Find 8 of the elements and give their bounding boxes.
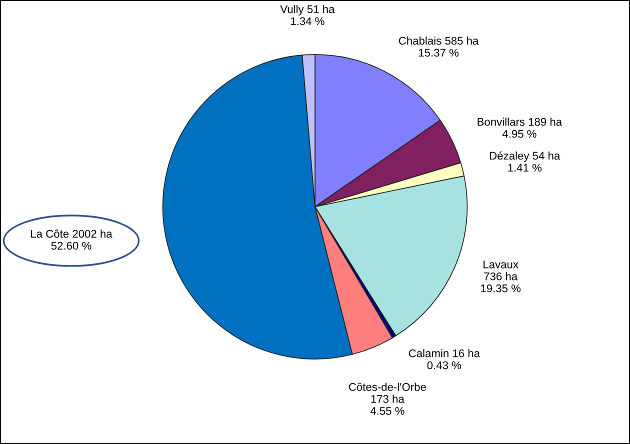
- slice-label: Bonvillars 189 ha 4.95 %: [478, 118, 562, 138]
- slice-label: La Côte 2002 ha 52.60 %: [31, 230, 112, 250]
- slice-label: Dézaley 54 ha 1.41 %: [490, 151, 560, 172]
- slice-label: Lavaux 736 ha 19.35 %: [481, 260, 521, 292]
- slice-label: Côtes-de-l'Orbe 173 ha 4.55 %: [348, 382, 426, 415]
- slice-label: Vully 51 ha 1.34 %: [280, 4, 335, 26]
- slice-label: Calamin 16 ha 0.43 %: [408, 349, 480, 370]
- slice-label: Chablais 585 ha 15.37 %: [398, 36, 479, 57]
